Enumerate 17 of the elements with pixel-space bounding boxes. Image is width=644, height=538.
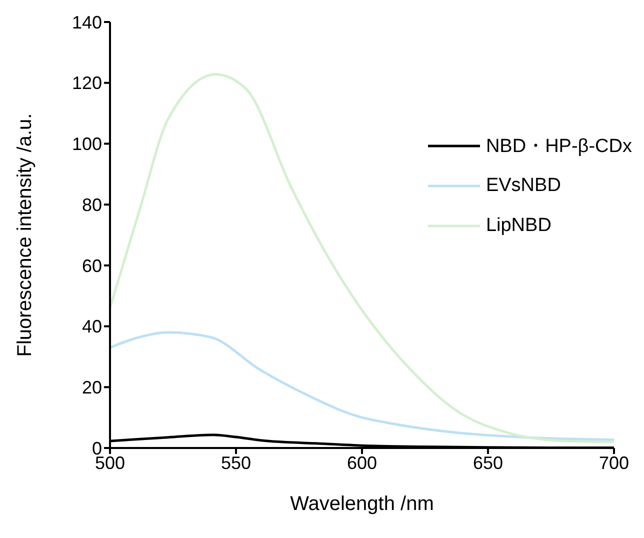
y-tick-label: 60 bbox=[82, 256, 102, 276]
x-tick-label: 700 bbox=[598, 452, 630, 473]
y-tick-label: 120 bbox=[72, 73, 102, 94]
legend-label: EVsNBD bbox=[486, 175, 561, 197]
y-tick-label: 40 bbox=[82, 316, 102, 337]
x-tick-label: 550 bbox=[220, 452, 252, 473]
y-tick-label: 100 bbox=[72, 134, 102, 154]
y-tick-label: 80 bbox=[82, 194, 102, 215]
x-axis-title: Wavelength /nm bbox=[290, 493, 434, 515]
x-tick-label: 600 bbox=[346, 452, 378, 473]
y-tick-label: 20 bbox=[82, 378, 102, 398]
legend-label: NBD・HP-β-CDx bbox=[486, 135, 632, 159]
legend-label: LipNBD bbox=[486, 215, 552, 237]
line-series bbox=[110, 331, 614, 442]
y-tick-label: 140 bbox=[72, 12, 102, 32]
x-tick-label: 650 bbox=[472, 452, 504, 473]
y-axis-title: Fluorescence intensity /a.u. bbox=[14, 113, 36, 357]
